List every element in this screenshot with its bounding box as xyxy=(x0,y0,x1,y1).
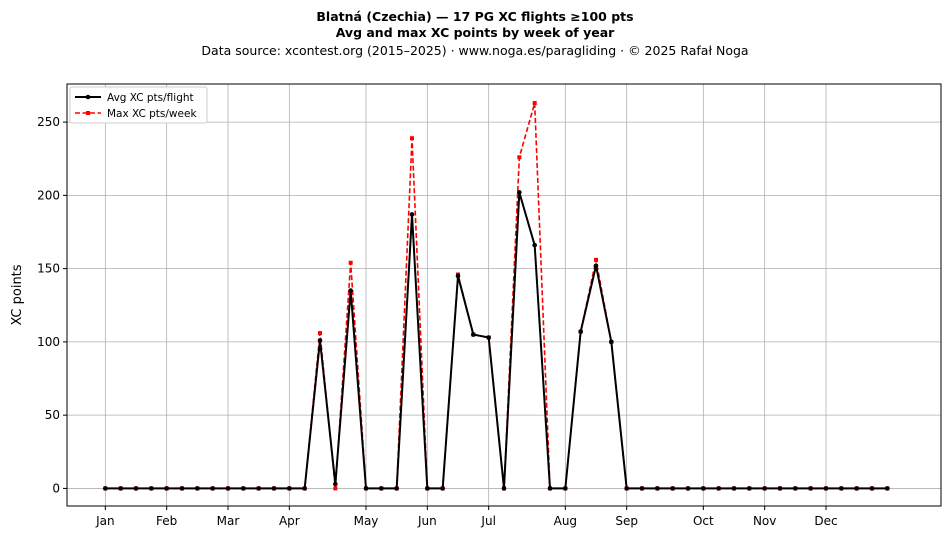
chart-source: Data source: xcontest.org (2015–2025) · … xyxy=(201,43,748,58)
x-tick-label-may: May xyxy=(354,514,379,528)
avg-point xyxy=(394,486,399,491)
avg-point xyxy=(333,481,338,487)
avg-point xyxy=(777,486,783,491)
avg-point xyxy=(793,486,798,491)
avg-point xyxy=(655,486,660,491)
avg-point xyxy=(348,288,353,293)
y-tick-label: 150 xyxy=(37,262,60,276)
legend-marker-avg xyxy=(85,94,91,100)
legend: Avg XC pts/flight Max XC pts/week xyxy=(69,86,208,124)
avg-point xyxy=(486,335,491,340)
legend-label-avg: Avg XC pts/flight xyxy=(107,92,194,104)
avg-point xyxy=(302,486,307,491)
y-tick-label: 200 xyxy=(37,188,60,202)
legend-box xyxy=(69,86,208,124)
chart-subtitle: Avg and max XC points by week of year xyxy=(336,25,615,40)
avg-point xyxy=(593,263,599,268)
avg-point xyxy=(409,212,415,217)
avg-point xyxy=(164,486,169,491)
avg-point xyxy=(839,486,844,491)
avg-point xyxy=(379,486,384,491)
max-point xyxy=(410,136,414,141)
x-tick-label-mar: Mar xyxy=(217,514,240,528)
y-tick-label: 50 xyxy=(45,408,60,422)
avg-point xyxy=(501,486,507,491)
avg-point xyxy=(639,486,645,491)
avg-point xyxy=(440,486,445,491)
avg-point xyxy=(747,486,752,491)
max-point xyxy=(594,257,598,262)
series-line-max xyxy=(105,102,888,490)
y-tick-label: 0 xyxy=(52,481,60,495)
avg-point xyxy=(118,486,123,491)
avg-point xyxy=(363,486,369,491)
series-line-avg xyxy=(105,191,888,490)
avg-point xyxy=(854,486,859,491)
x-tick-label-feb: Feb xyxy=(156,514,177,528)
avg-point xyxy=(210,486,215,491)
avg-point xyxy=(133,486,139,491)
x-tick-label-apr: Apr xyxy=(279,514,300,528)
avg-point xyxy=(517,190,522,195)
avg-point xyxy=(869,486,875,491)
avg-point xyxy=(823,486,829,491)
avg-point xyxy=(762,486,767,491)
avg-point xyxy=(563,486,568,491)
max-point xyxy=(517,155,522,160)
y-axis-label: XC points xyxy=(10,264,25,325)
x-tick-label-oct: Oct xyxy=(693,514,714,528)
avg-point xyxy=(885,486,890,491)
avg-point xyxy=(317,338,323,343)
grid xyxy=(67,84,941,506)
avg-point xyxy=(287,486,292,491)
avg-point xyxy=(195,486,200,491)
avg-point xyxy=(225,486,231,491)
x-tick-label-dec: Dec xyxy=(814,514,837,528)
chart-title: Blatná (Czechia) — 17 PG XC flights ≥100… xyxy=(316,9,633,24)
y-axis: 0 50 100 150 200 250 xyxy=(37,115,67,495)
avg-point xyxy=(455,273,461,279)
x-tick-label-jan: Jan xyxy=(95,514,115,528)
avg-point xyxy=(701,486,706,491)
avg-point xyxy=(670,486,675,491)
avg-point xyxy=(808,486,813,491)
x-axis: Jan Feb Mar Apr May Jun Jul Aug Sep Oct Nov Dec xyxy=(95,506,838,528)
max-point xyxy=(333,486,338,491)
x-tick-label-jul: Jul xyxy=(480,514,495,528)
legend-label-max: Max XC pts/week xyxy=(107,108,197,120)
y-tick-label: 100 xyxy=(37,335,60,349)
avg-point xyxy=(179,486,185,491)
x-tick-label-sep: Sep xyxy=(615,514,638,528)
avg-point xyxy=(685,486,691,491)
x-tick-label-nov: Nov xyxy=(753,514,776,528)
avg-point xyxy=(103,486,108,491)
x-tick-label-jun: Jun xyxy=(417,514,437,528)
max-point xyxy=(532,101,537,106)
avg-point xyxy=(256,486,261,491)
avg-point xyxy=(547,486,553,491)
avg-point xyxy=(731,486,737,491)
series-layer xyxy=(103,101,890,491)
plot-frame xyxy=(66,83,942,507)
avg-point xyxy=(149,486,154,491)
avg-point xyxy=(578,329,583,334)
legend-marker-max xyxy=(86,111,90,115)
avg-point xyxy=(624,486,629,491)
avg-point xyxy=(471,332,476,337)
max-point xyxy=(348,260,353,265)
avg-point xyxy=(609,339,614,345)
max-point xyxy=(318,331,322,336)
avg-point xyxy=(716,486,721,491)
avg-point xyxy=(425,486,430,491)
x-tick-label-aug: Aug xyxy=(554,514,577,528)
avg-point xyxy=(532,242,537,248)
avg-point xyxy=(241,486,246,491)
y-tick-label: 250 xyxy=(37,115,60,129)
avg-point xyxy=(271,486,277,491)
